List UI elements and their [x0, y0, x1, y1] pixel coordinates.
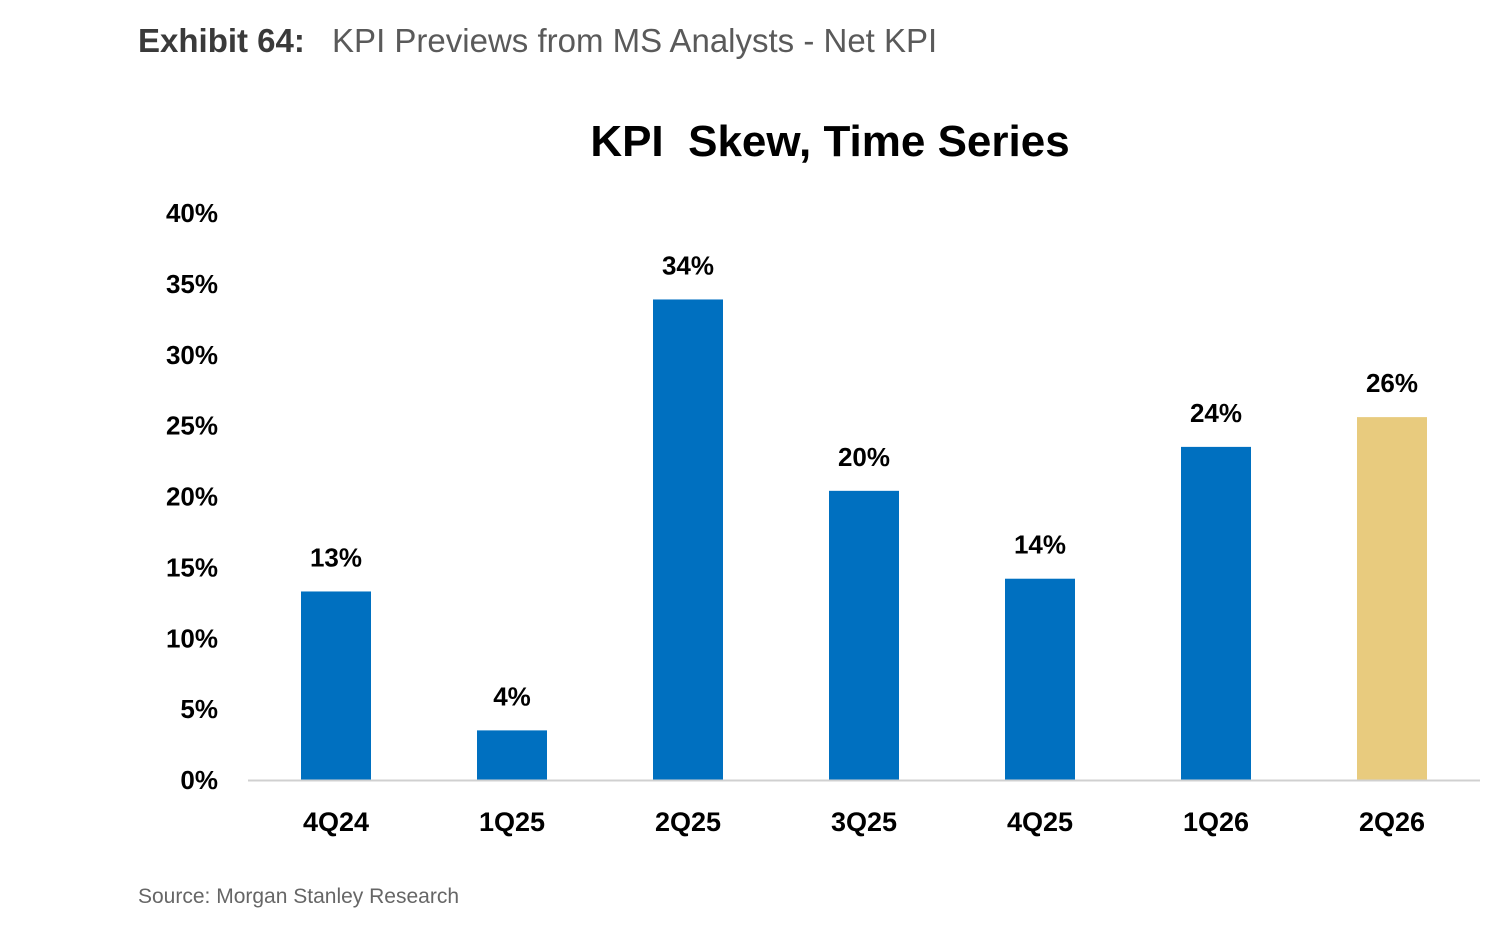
bar-4q25: [1005, 578, 1075, 780]
x-tick-label: 4Q25: [1007, 807, 1073, 837]
source-note: Source: Morgan Stanley Research: [138, 885, 459, 908]
y-tick-label: 5%: [180, 694, 218, 724]
bar-chart: KPI Skew, Time Series 0% 5% 10% 15% 20% 25% 30…: [166, 117, 1480, 837]
y-tick-label: 30%: [166, 340, 218, 370]
bar-2q26: [1357, 417, 1427, 780]
x-tick-label: 3Q25: [831, 807, 897, 837]
y-tick-label: 15%: [166, 552, 218, 582]
exhibit-title: KPI Previews from MS Analysts - Net KPI: [332, 22, 938, 59]
bars: [301, 299, 1427, 780]
y-tick-label: 25%: [166, 411, 218, 441]
y-tick-label: 20%: [166, 482, 218, 512]
data-label: 34%: [662, 250, 714, 280]
y-tick-label: 0%: [180, 765, 218, 795]
chart-title: KPI Skew, Time Series: [590, 117, 1069, 166]
data-labels: 13% 4% 34% 20% 14% 24% 26%: [310, 250, 1418, 711]
y-tick-label: 40%: [166, 198, 218, 228]
x-tick-label: 2Q25: [655, 807, 721, 837]
data-label: 20%: [838, 442, 890, 472]
y-axis: 0% 5% 10% 15% 20% 25% 30% 35% 40%: [166, 198, 218, 795]
x-tick-label: 1Q25: [479, 807, 545, 837]
exhibit-label: Exhibit 64:: [138, 22, 305, 59]
bar-1q25: [477, 730, 547, 780]
x-tick-label: 1Q26: [1183, 807, 1249, 837]
data-label: 13%: [310, 542, 362, 572]
x-tick-label: 2Q26: [1359, 807, 1425, 837]
bar-4q24: [301, 591, 371, 780]
x-tick-label: 4Q24: [303, 807, 369, 837]
data-label: 26%: [1366, 368, 1418, 398]
x-axis: 4Q24 1Q25 2Q25 3Q25 4Q25 1Q26 2Q26: [248, 779, 1480, 837]
bar-1q26: [1181, 446, 1251, 780]
exhibit-header: Exhibit 64: KPI Previews from MS Analyst…: [138, 22, 937, 60]
bar-3q25: [829, 490, 899, 780]
bar-2q25: [653, 299, 723, 780]
y-tick-label: 10%: [166, 623, 218, 653]
data-label: 24%: [1190, 398, 1242, 428]
data-label: 14%: [1014, 530, 1066, 560]
data-label: 4%: [493, 681, 531, 711]
y-tick-label: 35%: [166, 269, 218, 299]
